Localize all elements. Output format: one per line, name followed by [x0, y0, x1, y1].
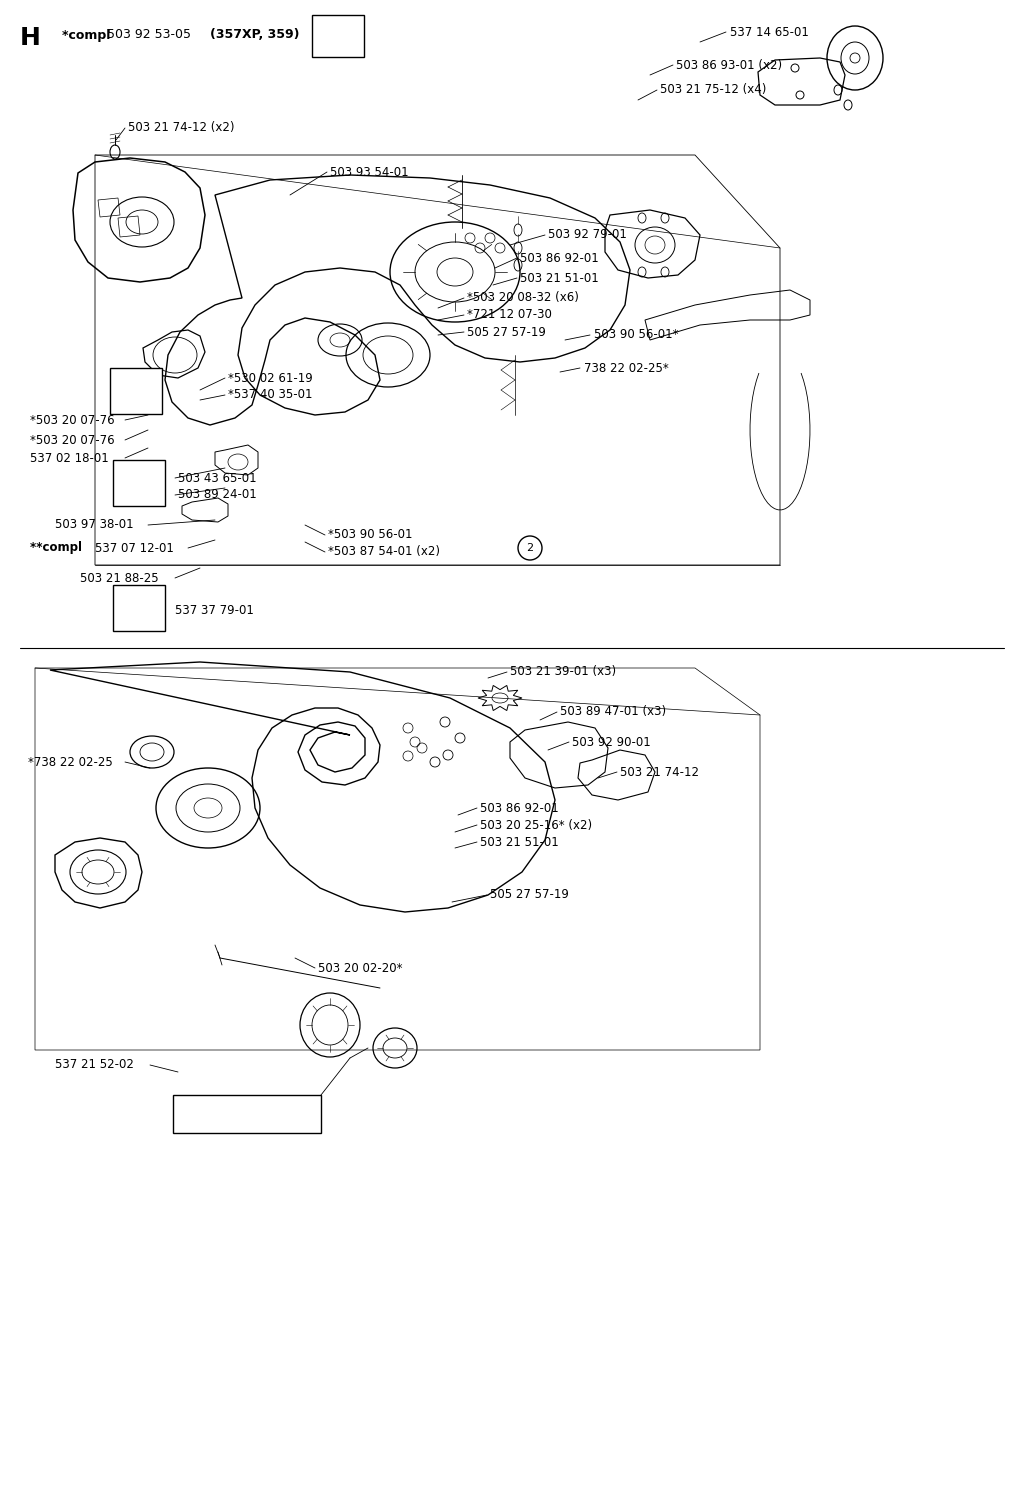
Ellipse shape — [131, 372, 141, 384]
Text: 503 20 02-20*: 503 20 02-20* — [318, 962, 402, 974]
Ellipse shape — [333, 18, 343, 30]
Text: 505 27 57-19: 505 27 57-19 — [467, 326, 546, 339]
Text: *537 40 35-01: *537 40 35-01 — [228, 388, 312, 402]
Text: 503 21 74-12 (x2): 503 21 74-12 (x2) — [128, 121, 234, 134]
Text: *503 90 56-01: *503 90 56-01 — [328, 529, 413, 541]
Text: 503 89 24-01: 503 89 24-01 — [178, 489, 257, 502]
Text: 503 20 25-16* (x2): 503 20 25-16* (x2) — [480, 819, 592, 832]
Bar — [173, 1095, 321, 1132]
Text: 503 43 65-01: 503 43 65-01 — [178, 472, 257, 484]
Text: 503 89 47-01 (x3): 503 89 47-01 (x3) — [560, 705, 667, 719]
Text: 503 92 79-01: 503 92 79-01 — [548, 229, 627, 242]
Text: 503 21 88-25: 503 21 88-25 — [80, 572, 159, 584]
Text: 503 86 93-01 (x2): 503 86 93-01 (x2) — [676, 58, 782, 72]
Text: *503 87 54-01 (x2): *503 87 54-01 (x2) — [328, 545, 440, 559]
Text: 503 97 38-01: 503 97 38-01 — [55, 518, 133, 532]
Bar — [113, 586, 165, 630]
Bar — [312, 15, 364, 57]
Text: 537 07 12-01: 537 07 12-01 — [95, 541, 174, 554]
Ellipse shape — [134, 465, 144, 477]
Text: 537 02 18-01: 537 02 18-01 — [30, 451, 109, 465]
Text: 537 21 50-01: 537 21 50-01 — [178, 1113, 257, 1126]
Text: 503 86 92-01: 503 86 92-01 — [520, 251, 599, 264]
Text: (357XP, 359): (357XP, 359) — [210, 28, 299, 42]
Text: 503 90 56-01*: 503 90 56-01* — [594, 329, 679, 342]
Text: *530 02 61-19: *530 02 61-19 — [228, 372, 312, 384]
Text: 537 37 79-01: 537 37 79-01 — [175, 604, 254, 617]
Text: H: H — [20, 25, 41, 49]
Text: *721 12 07-30: *721 12 07-30 — [467, 308, 552, 321]
Ellipse shape — [134, 589, 144, 601]
Text: 2: 2 — [526, 542, 534, 553]
Bar — [113, 460, 165, 506]
Text: 503 21 51-01: 503 21 51-01 — [520, 272, 599, 284]
Text: 505 27 57-19: 505 27 57-19 — [490, 889, 569, 901]
Text: 503 21 51-01: 503 21 51-01 — [480, 835, 559, 849]
Text: *compl: *compl — [62, 28, 115, 42]
Text: 503 21 74-12: 503 21 74-12 — [620, 765, 699, 778]
Text: 537 14 65-01: 537 14 65-01 — [730, 25, 809, 39]
Text: *503 20 07-76: *503 20 07-76 — [30, 433, 115, 447]
Text: 503 86 92-01: 503 86 92-01 — [480, 801, 559, 814]
Text: *738 22 02-25: *738 22 02-25 — [28, 756, 113, 768]
Bar — [110, 368, 162, 414]
Text: 503 21 39-01 (x3): 503 21 39-01 (x3) — [510, 665, 616, 678]
Text: *503 20 07-76: *503 20 07-76 — [30, 414, 115, 426]
Text: 503 93 54-01: 503 93 54-01 — [330, 166, 409, 178]
Text: 537 21 52-02: 537 21 52-02 — [55, 1059, 134, 1071]
Text: 738 22 02-25*: 738 22 02-25* — [584, 362, 669, 375]
Text: 503 57 89-01: 503 57 89-01 — [178, 1098, 257, 1112]
Text: 503 21 75-12 (x4): 503 21 75-12 (x4) — [660, 84, 766, 97]
Text: *503 20 08-32 (x6): *503 20 08-32 (x6) — [467, 291, 579, 305]
Text: 503 92 90-01: 503 92 90-01 — [572, 735, 650, 748]
Text: 503 92 53-05: 503 92 53-05 — [106, 28, 195, 42]
Text: **compl: **compl — [30, 541, 86, 554]
